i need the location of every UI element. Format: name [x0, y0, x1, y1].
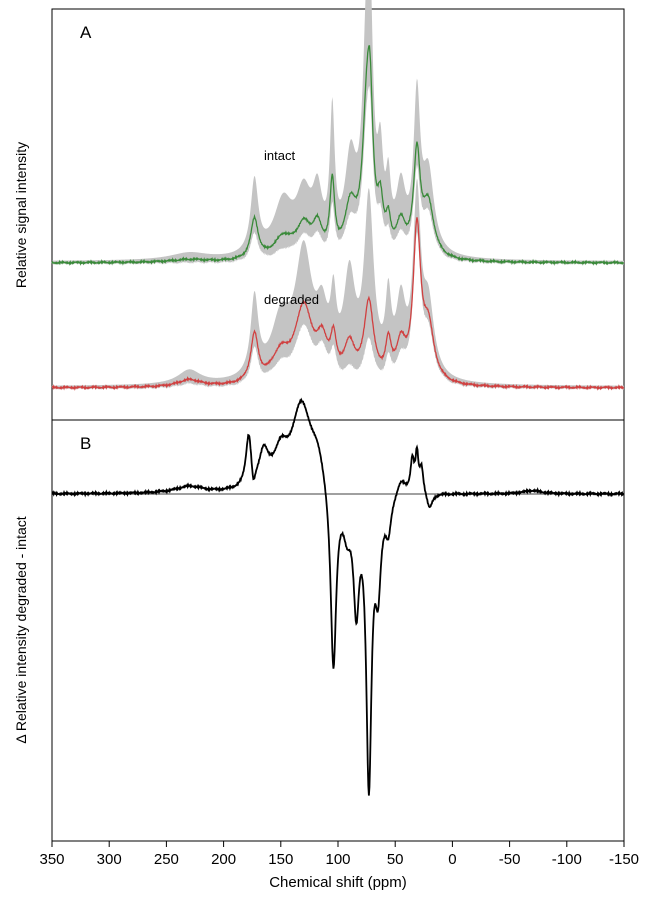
difference-spectrum-line [51, 397, 625, 796]
plot-frame [51, 8, 625, 842]
x-tick-label: 150 [268, 851, 293, 868]
x-axis: 350 300 250 200 150 100 50 0 -50 -100 -150 [39, 841, 639, 868]
x-tick-label: 250 [154, 851, 179, 868]
panel-b-label: B [80, 434, 91, 453]
degraded-label: degraded [264, 292, 319, 307]
x-tick-label: -100 [552, 851, 582, 868]
intact-spectrum-line [51, 45, 625, 266]
x-tick-label: -50 [499, 851, 521, 868]
degraded-spectrum-line [51, 217, 625, 391]
x-tick-label: 0 [448, 851, 456, 868]
x-tick-label: 350 [39, 851, 64, 868]
panel-a: A intact degraded Relative signal intens… [13, 0, 625, 391]
x-tick-label: 200 [211, 851, 236, 868]
intact-label: intact [264, 148, 295, 163]
panel-a-label: A [80, 23, 92, 42]
panel-b: B Δ Relative intensity degraded - intact [13, 397, 625, 796]
y-axis-label-b: Δ Relative intensity degraded - intact [13, 516, 29, 743]
x-tick-label: 100 [325, 851, 350, 868]
x-axis-label: Chemical shift (ppm) [269, 874, 407, 891]
x-tick-label: 300 [97, 851, 122, 868]
y-axis-label-a: Relative signal intensity [13, 142, 29, 288]
intact-variability-band [52, 0, 624, 265]
x-tick-label: 50 [387, 851, 404, 868]
x-tick-label: -150 [609, 851, 639, 868]
